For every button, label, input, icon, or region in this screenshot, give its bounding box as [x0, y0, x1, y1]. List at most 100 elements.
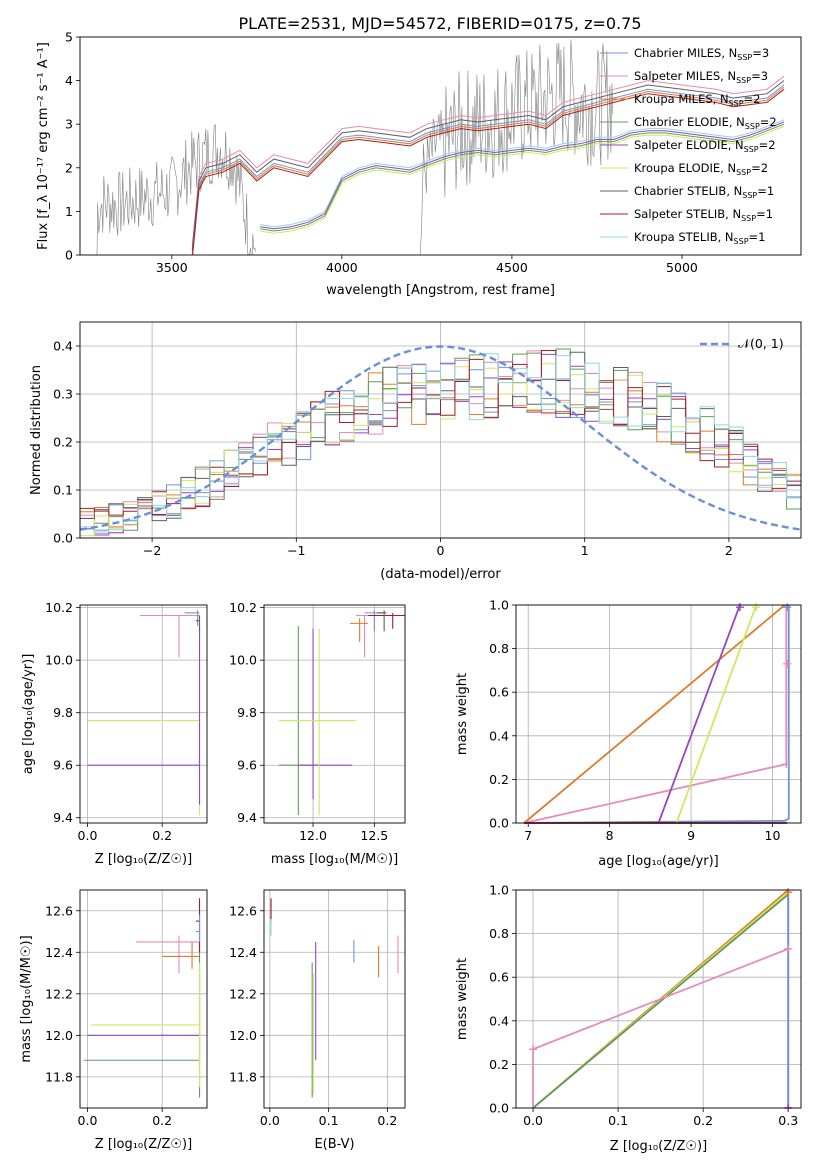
- x-tick-label: 4000: [326, 260, 358, 275]
- x-tick-label: 0.1: [319, 1113, 339, 1128]
- model-spectrum-kroupa_miles: [191, 86, 785, 255]
- x-tick-label: 0.0: [260, 1113, 280, 1128]
- residual-histogram-panel: −2 −1 0 1 2 0.0 0.1 0.2 0.3 0.4 (data-model)/error…: [29, 321, 802, 582]
- y-tick-label: 12.2: [229, 986, 257, 1001]
- legend-subscript: SSP: [745, 122, 760, 131]
- weight-line-salpeter_elodie: [657, 604, 741, 824]
- x-tick-label: 0.2: [377, 1113, 397, 1128]
- x-tick-label: 2: [725, 543, 733, 558]
- model-spectrum-salpeter_elodie: [260, 121, 785, 230]
- weight-marker-chabrier_miles: [783, 603, 792, 612]
- legend-entry-chabrier_miles: Chabrier MILES, NSSP=3: [634, 46, 769, 62]
- y-tick-label: 0.6: [489, 685, 509, 700]
- y-tick-label: 0.2: [489, 1057, 509, 1072]
- y-tick-label: 10.2: [45, 600, 73, 615]
- legend-count: =1: [749, 230, 766, 244]
- y-tick-label: 10.0: [229, 653, 257, 668]
- x-axis-label: age [log₁₀(age/yr)]: [598, 854, 719, 869]
- y-tick-label: 4: [65, 73, 73, 88]
- y-tick-label: 0: [65, 248, 73, 263]
- legend-count: =3: [752, 46, 769, 60]
- y-tick-label: 0.1: [53, 483, 73, 498]
- x-tick-label: 12.0: [299, 828, 327, 843]
- plot-area: [83, 898, 201, 1098]
- legend-text: Kroupa MILES, N: [634, 92, 729, 106]
- plot-area: [87, 610, 201, 816]
- legend-text: Chabrier ELODIE, N: [634, 115, 745, 129]
- x-axis-label: Z [log₁₀(Z/Z☉)]: [95, 852, 192, 867]
- y-tick-label: 12.0: [229, 1028, 257, 1043]
- y-axis-label: mass [log₁₀(M/M☉)]: [19, 935, 34, 1062]
- legend-text: Salpeter STELIB, N: [634, 207, 741, 221]
- x-axis-label: mass [log₁₀(M/M☉)]: [271, 852, 398, 867]
- y-tick-label: 9.8: [53, 705, 73, 720]
- x-tick-label: 1: [581, 543, 589, 558]
- observed-spectrum: [419, 39, 614, 255]
- x-axis-label: E(B-V): [314, 1137, 354, 1152]
- y-tick-label: 3: [65, 117, 73, 132]
- legend-count: =2: [744, 92, 761, 106]
- x-tick-label: 4500: [496, 260, 528, 275]
- y-tick-label: 0.0: [53, 531, 73, 546]
- y-axis-label: age [log₁₀(age/yr)]: [21, 654, 36, 775]
- legend-subscript: SSP: [744, 145, 759, 154]
- model-spectrum-salpeter_stelib: [192, 88, 785, 255]
- weight-line-chabrier_elodie: [532, 893, 789, 1109]
- axes-frame: [79, 36, 802, 256]
- x-tick-label: −2: [143, 543, 161, 558]
- x-tick-label: 5000: [666, 260, 698, 275]
- weight-marker-salpeter_miles: [783, 659, 792, 668]
- y-tick-label: 0.0: [489, 1101, 509, 1116]
- legend-text: Salpeter MILES, N: [634, 69, 736, 83]
- x-tick-label: −1: [287, 543, 305, 558]
- y-tick-label: 9.8: [237, 705, 257, 720]
- legend-subscript: SSP: [742, 191, 757, 200]
- metallicity-mass-panel: 0.0 0.2 11.8 12.0 12.2 12.4 12.6 Z [log₁₀(Z/Z☉)…: [19, 889, 208, 1152]
- metallicity-weight-panel: 0.0 0.1 0.2 0.3 0.0 0.2 0.4 0.6 0.8 1.0 Z [log₁₀(Z…: [455, 883, 802, 1154]
- y-tick-label: 0.4: [489, 728, 509, 743]
- legend-text: Chabrier STELIB, N: [634, 184, 742, 198]
- model-spectrum-kroupa_stelib: [260, 119, 785, 228]
- y-tick-label: 11.8: [229, 1069, 257, 1084]
- legend-count: =1: [756, 207, 773, 221]
- x-tick-label: 10: [765, 828, 781, 843]
- y-tick-label: 9.6: [53, 758, 73, 773]
- legend-subscript: SSP: [741, 214, 756, 223]
- legend-text: Chabrier MILES, N: [634, 46, 737, 60]
- axes-frame: [263, 889, 406, 1109]
- legend-entry-chabrier_stelib: Chabrier STELIB, NSSP=1: [634, 184, 774, 200]
- figure-title: PLATE=2531, MJD=54572, FIBERID=0175, z=0…: [238, 14, 641, 33]
- y-tick-label: 1.0: [489, 598, 509, 613]
- model-spectrum-chabrier_elodie: [260, 123, 785, 232]
- weight-marker-kroupa_elodie: [752, 603, 761, 612]
- y-tick-label: 0.8: [489, 926, 509, 941]
- plot-area: [529, 888, 793, 1112]
- x-tick-label: 0.1: [608, 1113, 628, 1128]
- axes-frame: [515, 889, 802, 1109]
- y-tick-label: 9.4: [237, 810, 257, 825]
- model-spectrum-chabrier_miles: [191, 84, 785, 255]
- x-tick-label: 7: [524, 828, 532, 843]
- y-axis-label: Flux [f_λ 10⁻¹⁷ erg cm⁻² s⁻¹ A⁻¹]: [36, 42, 51, 250]
- plot-area: [80, 345, 801, 538]
- model-spectrum-salpeter_miles: [191, 75, 785, 247]
- x-axis-label: wavelength [Angstrom, rest frame]: [326, 283, 555, 298]
- weight-line-kroupa_miles: [523, 604, 786, 824]
- legend-text: Kroupa ELODIE, N: [634, 161, 736, 175]
- legend-subscript: SSP: [737, 53, 752, 62]
- legend-subscript: SSP: [736, 168, 751, 177]
- legend-entry-kroupa_elodie: Kroupa ELODIE, NSSP=2: [634, 161, 768, 177]
- y-tick-label: 10.2: [229, 600, 257, 615]
- x-tick-label: 0.0: [78, 828, 98, 843]
- y-tick-label: 0.2: [489, 772, 509, 787]
- legend-entry-salpeter_miles: Salpeter MILES, NSSP=3: [634, 69, 768, 85]
- age-weight-panel: 7 8 9 10 0.0 0.2 0.4 0.6 0.8 1.0 age [log₁₀(age/yr…: [455, 598, 802, 869]
- weight-line-kroupa_elodie: [675, 604, 758, 824]
- x-tick-label: 12.5: [360, 828, 388, 843]
- axes-frame: [79, 889, 208, 1109]
- y-tick-label: 9.6: [237, 758, 257, 773]
- legend-subscript: SSP: [736, 76, 751, 85]
- legend-text: Salpeter ELODIE, N: [634, 138, 744, 152]
- axes-frame: [263, 604, 406, 824]
